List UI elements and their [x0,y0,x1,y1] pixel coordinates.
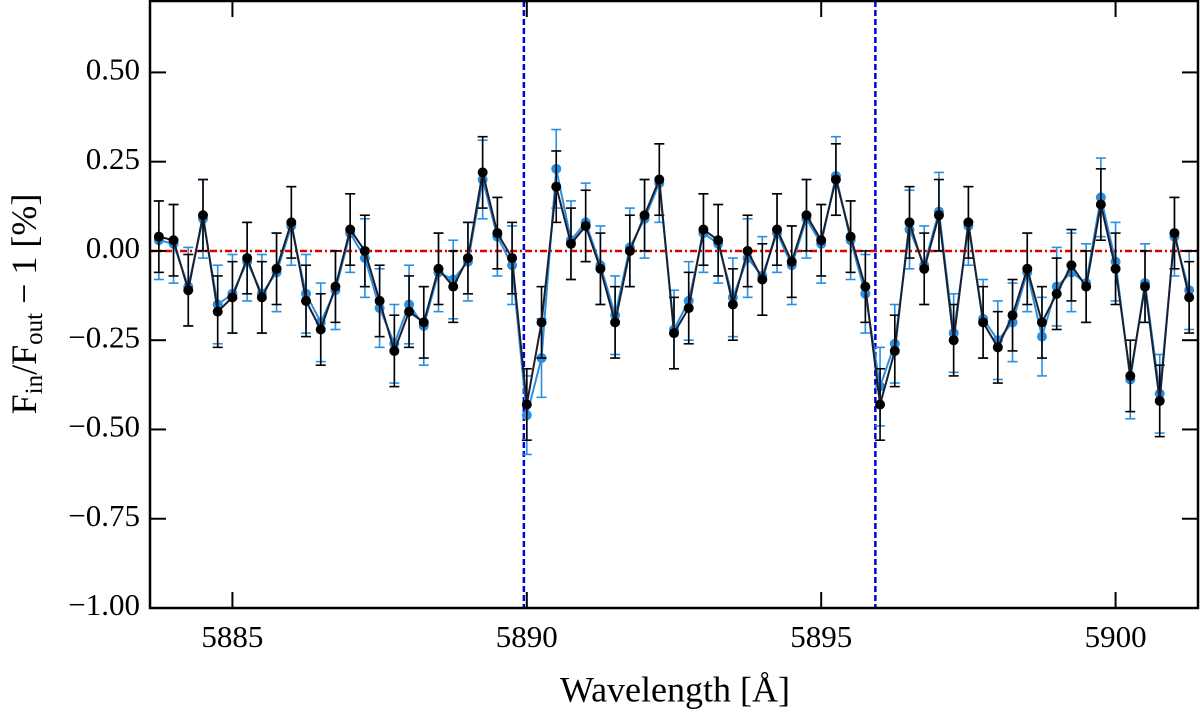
point [374,295,385,306]
point [889,345,900,356]
point [698,224,709,235]
point [507,253,518,264]
point [1169,228,1180,239]
point [477,167,488,178]
point [580,220,591,231]
point [639,210,650,221]
point [168,235,179,246]
point [772,224,783,235]
point [1036,317,1047,328]
point [565,238,576,249]
y-tick-label: 0.25 [86,141,140,176]
point [521,399,532,410]
point [654,174,665,185]
point [875,399,886,410]
point [212,306,223,317]
point [904,217,915,228]
point [1022,263,1033,274]
point [610,317,621,328]
point [727,299,738,310]
point [286,217,297,228]
y-label-part: /F [4,345,44,375]
point [624,245,635,256]
y-tick-label: −0.50 [68,409,140,444]
y-label-part: F [4,394,44,414]
x-tick-label: 5890 [496,619,558,654]
y-tick-label: 0.00 [86,230,140,265]
point [1125,370,1136,381]
point [933,210,944,221]
point [242,253,253,264]
point [978,317,989,328]
point [359,245,370,256]
point [1007,310,1018,321]
point [801,210,812,221]
point [948,335,959,346]
point [816,235,827,246]
point [433,263,444,274]
y-label-part: out [21,313,48,345]
y-axis-label: Fin/Fout − 1 [%] [4,194,47,415]
point [197,210,208,221]
point [153,231,164,242]
point [448,281,459,292]
point [1154,395,1165,406]
point [315,324,326,335]
point [418,317,429,328]
point [1110,263,1121,274]
point [462,253,473,264]
series-line [158,172,1191,405]
point [713,235,724,246]
point [183,285,194,296]
plot-frame [148,0,1200,610]
point [1095,199,1106,210]
point [742,245,753,256]
y-label-part: in [21,374,48,394]
point [404,306,415,317]
x-tick-label: 5885 [201,619,263,654]
point [271,263,282,274]
point [227,292,238,303]
point [919,263,930,274]
point [595,263,606,274]
point [492,228,503,239]
point [786,256,797,267]
point [683,303,694,314]
y-tick-label: −0.75 [68,498,140,533]
y-tick-label: 0.50 [86,52,140,87]
y-tick-label: −0.25 [68,319,140,354]
x-tick-label: 5895 [790,619,852,654]
y-tick-label: −1.00 [68,587,140,622]
point [963,217,974,228]
point [830,174,841,185]
point [1184,292,1195,303]
point [389,345,400,356]
point [345,224,356,235]
point [845,231,856,242]
point [1051,288,1062,299]
y-label-part: − 1 [%] [4,194,44,313]
point [536,317,547,328]
point [551,181,562,192]
point [301,295,312,306]
point [1081,281,1092,292]
x-tick-label: 5900 [1085,619,1147,654]
point [1066,260,1077,271]
point [860,281,871,292]
point [669,328,679,339]
point [1140,281,1151,292]
point [757,274,768,285]
point [256,292,267,303]
point [330,281,341,292]
x-axis-label: Wavelength [Å] [560,669,790,709]
point [992,342,1003,353]
